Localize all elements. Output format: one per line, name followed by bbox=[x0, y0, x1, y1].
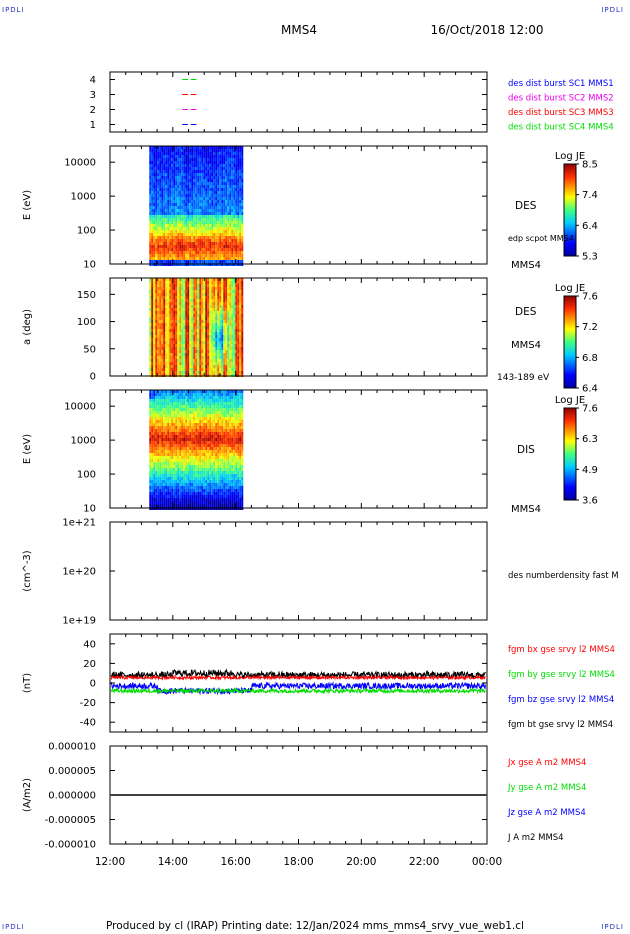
y-tick-label: 0 bbox=[90, 372, 96, 383]
current-legend-4: J A m2 MMS4 bbox=[507, 833, 564, 843]
des-pitch-energy-label: 143-189 eV bbox=[497, 373, 550, 383]
legend-availability-4: des dist burst SC4 MMS4 bbox=[508, 123, 614, 133]
x-tick-label: 16:00 bbox=[221, 856, 251, 868]
y-tick-label: 150 bbox=[77, 290, 96, 301]
y-tick-label: 10 bbox=[83, 504, 96, 515]
x-tick-label: 14:00 bbox=[158, 856, 188, 868]
colorbar-tick-label: 6.4 bbox=[582, 384, 598, 395]
b-series-1 bbox=[110, 674, 486, 681]
current-ylabel: (A/m2) bbox=[22, 778, 33, 812]
colorbar-tick-label: 8.5 bbox=[582, 160, 598, 171]
colorbar-tick-label: 6.3 bbox=[582, 434, 598, 445]
density-legend: des numberdensity fast M bbox=[508, 571, 619, 581]
corner-logo-top-right: IPDLI bbox=[601, 6, 624, 14]
x-tick-label: 20:00 bbox=[346, 856, 376, 868]
colorbar-tick-label: 7.6 bbox=[582, 292, 598, 303]
colorbar-2-title: Log JE bbox=[555, 283, 585, 294]
colorbar-tick-label: 7.2 bbox=[582, 322, 598, 333]
corner-logo-bottom-right: IPDLI bbox=[601, 923, 624, 931]
des-energy-sc-label: MMS4 bbox=[511, 260, 541, 271]
y-tick-label: 1000 bbox=[71, 192, 96, 203]
dis-energy-heatmap bbox=[149, 390, 244, 510]
y-tick-label: 0.000005 bbox=[48, 766, 96, 777]
b-series-2 bbox=[110, 687, 486, 695]
x-tick-label: 00:00 bbox=[472, 856, 502, 868]
y-tick-label: 20 bbox=[83, 659, 96, 670]
density-ylabel: (cm^-3) bbox=[22, 550, 33, 591]
y-tick-label: 1000 bbox=[71, 436, 96, 447]
y-tick-label: -0.000005 bbox=[45, 815, 96, 826]
current-legend-3: Jz gse A m2 MMS4 bbox=[507, 808, 586, 818]
colorbar-tick-label: 7.6 bbox=[582, 404, 598, 415]
colorbar-3-title: Log JE bbox=[555, 395, 585, 406]
colorbar-2 bbox=[563, 295, 577, 389]
x-tick-label: 12:00 bbox=[95, 856, 125, 868]
b-field-ylabel: (nT) bbox=[22, 673, 33, 693]
footer-credit: Produced by cl (IRAP) Printing date: 12/… bbox=[106, 920, 524, 932]
y-tick-label: 50 bbox=[83, 344, 96, 355]
y-tick-label: 1e+20 bbox=[62, 567, 96, 578]
colorbar-tick-label: 7.4 bbox=[582, 190, 598, 201]
dis-energy-label: DIS bbox=[517, 444, 535, 456]
y-tick-label: 1e+21 bbox=[62, 518, 96, 529]
y-tick-label: 10000 bbox=[64, 158, 96, 169]
y-tick-label: 2 bbox=[90, 105, 96, 116]
y-tick-label: -20 bbox=[80, 698, 96, 709]
spacecraft-title: MMS4 bbox=[281, 23, 317, 37]
panel-5-frame bbox=[109, 521, 488, 621]
legend-availability-1: des dist burst SC1 MMS1 bbox=[508, 79, 614, 89]
b-series-3 bbox=[110, 681, 486, 696]
colorbar-1-title: Log JE bbox=[555, 151, 585, 162]
dis-energy-ylabel: E (eV) bbox=[22, 434, 33, 464]
b-field-legend-3: fgm bz gse srvy l2 MMS4 bbox=[508, 695, 614, 705]
y-tick-label: 10 bbox=[83, 260, 96, 271]
des-energy-label: DES bbox=[515, 200, 537, 212]
b-field-legend-2: fgm by gse srvy l2 MMS4 bbox=[508, 670, 615, 680]
panel-1-frame bbox=[109, 71, 488, 133]
y-tick-label: -40 bbox=[80, 718, 96, 729]
des-pitch-sc-label: MMS4 bbox=[511, 340, 541, 351]
current-legend-2: Jy gse A m2 MMS4 bbox=[507, 783, 586, 793]
colorbar-1 bbox=[563, 163, 577, 257]
y-tick-label: 1 bbox=[90, 120, 96, 131]
colorbar-tick-label: 6.4 bbox=[582, 221, 598, 232]
y-tick-label: 3 bbox=[90, 90, 96, 101]
colorbar-tick-label: 3.6 bbox=[582, 496, 598, 507]
y-tick-label: 10000 bbox=[64, 402, 96, 413]
legend-availability-3: des dist burst SC3 MMS3 bbox=[508, 108, 614, 118]
dis-energy-sc-label: MMS4 bbox=[511, 504, 541, 515]
corner-logo-bottom-left: IPDLI bbox=[2, 923, 25, 931]
y-tick-label: 1e+19 bbox=[62, 616, 96, 627]
des-energy-heatmap bbox=[149, 146, 244, 266]
y-tick-label: 40 bbox=[83, 639, 96, 650]
des-energy-scpot-label: edp scpot MMS4 bbox=[508, 234, 574, 243]
y-tick-label: 0.000010 bbox=[48, 742, 96, 753]
x-tick-label: 22:00 bbox=[409, 856, 439, 868]
b-field-legend-1: fgm bx gse srvy l2 MMS4 bbox=[508, 645, 615, 655]
colorbar-tick-label: 4.9 bbox=[582, 465, 598, 476]
legend-availability-2: des dist burst SC2 MMS2 bbox=[508, 94, 614, 104]
des-pitch-label: DES bbox=[515, 306, 537, 318]
current-legend-1: Jx gse A m2 MMS4 bbox=[507, 758, 586, 768]
x-tick-label: 18:00 bbox=[283, 856, 313, 868]
colorbar-3 bbox=[563, 407, 577, 501]
y-tick-label: 0.000000 bbox=[48, 791, 96, 802]
colorbar-tick-label: 5.3 bbox=[582, 252, 598, 263]
colorbar-tick-label: 6.8 bbox=[582, 353, 598, 364]
b-field-legend-4: fgm bt gse srvy l2 MMS4 bbox=[508, 720, 613, 730]
y-tick-label: 0 bbox=[90, 679, 96, 690]
y-tick-label: 4 bbox=[90, 75, 96, 86]
corner-logo-top-left: IPDLI bbox=[2, 6, 25, 14]
panel-6-frame bbox=[109, 633, 488, 733]
y-tick-label: 100 bbox=[77, 226, 96, 237]
y-tick-label: -0.000010 bbox=[45, 840, 96, 851]
y-tick-label: 100 bbox=[77, 470, 96, 481]
des-energy-ylabel: E (eV) bbox=[22, 190, 33, 220]
des-pitch-ylabel: a (deg) bbox=[22, 309, 33, 345]
plot-datetime: 16/Oct/2018 12:00 bbox=[430, 23, 543, 37]
des-pitch-heatmap bbox=[149, 278, 244, 377]
y-tick-label: 100 bbox=[77, 317, 96, 328]
